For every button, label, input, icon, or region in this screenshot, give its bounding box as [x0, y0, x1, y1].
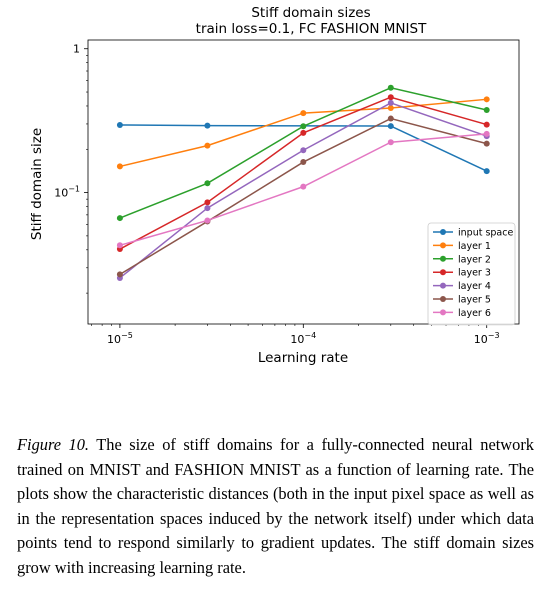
data-point-layer-2 [300, 123, 307, 130]
legend-swatch-marker [440, 296, 446, 302]
data-point-layer-4 [387, 99, 394, 106]
data-point-layer-6 [204, 217, 211, 224]
x-tick-label-exponent: −5 [121, 331, 133, 340]
data-point-layer-6 [387, 139, 394, 146]
legend-entry: input space [458, 228, 513, 239]
data-point-input-space [387, 123, 394, 130]
legend-entry: layer 1 [458, 241, 491, 252]
data-point-layer-4 [300, 147, 307, 154]
data-point-layer-2 [116, 215, 123, 222]
data-point-layer-2 [387, 84, 394, 91]
y-tick-label: 1 [73, 43, 80, 56]
legend-swatch-marker [440, 269, 446, 276]
data-point-layer-5 [387, 115, 394, 122]
legend-entry: layer 5 [458, 295, 491, 306]
data-point-layer-1 [387, 105, 394, 112]
series-line-input-space [119, 124, 488, 172]
legend-entry: layer 4 [458, 281, 491, 292]
x-tick-label-base: 10 [474, 333, 488, 346]
data-point-layer-4 [204, 205, 211, 212]
data-point-layer-3 [300, 129, 307, 136]
data-point-layer-5 [300, 159, 307, 166]
x-tick-label: 10−5 [107, 331, 133, 346]
stiff-domain-chart: Stiff domain sizes train loss=0.1, FC FA… [29, 5, 520, 366]
caption-label: Figure 10. [17, 435, 90, 454]
data-point-layer-2 [483, 107, 490, 114]
data-point-layer-5 [116, 271, 123, 278]
x-tick-label-exponent: −4 [304, 331, 316, 340]
y-tick-label: 10−1 [54, 185, 80, 200]
x-tick-label: 10−3 [474, 331, 500, 346]
chart-subtitle: train loss=0.1, FC FASHION MNIST [196, 21, 427, 37]
legend-swatch-marker [440, 282, 446, 289]
data-point-layer-6 [483, 130, 490, 137]
data-point-layer-1 [204, 142, 211, 149]
figure-caption: Figure 10. The size of stiff domains for… [17, 433, 534, 581]
legend-entry: layer 2 [458, 254, 491, 265]
x-tick-label-base: 10 [290, 333, 304, 346]
legend-swatch-marker [440, 242, 446, 249]
legend-entry: layer 6 [458, 308, 491, 319]
y-axis-label: Stiff domain size [29, 128, 45, 240]
x-tick-label: 10−4 [290, 331, 316, 346]
legend-swatch-marker [440, 255, 446, 262]
x-tick-label-exponent: −3 [488, 331, 500, 340]
legend-swatch-marker [440, 309, 446, 316]
x-tick-label-base: 10 [107, 333, 121, 346]
x-axis-label: Learning rate [258, 350, 348, 366]
data-point-layer-3 [204, 199, 211, 206]
legend-swatch-marker [440, 229, 446, 235]
data-point-layer-3 [483, 121, 490, 128]
data-point-layer-6 [300, 183, 307, 190]
data-point-layer-1 [116, 163, 123, 170]
data-point-layer-6 [116, 242, 123, 249]
y-tick-label-exponent: −1 [68, 185, 80, 194]
data-point-input-space [204, 122, 211, 129]
data-point-layer-1 [483, 96, 490, 103]
chart-title: Stiff domain sizes [251, 5, 370, 21]
data-point-layer-1 [300, 110, 307, 117]
data-point-input-space [483, 168, 490, 175]
y-tick-label-base: 10 [54, 187, 68, 200]
data-point-input-space [116, 121, 123, 128]
caption-text: The size of stiff domains for a fully-co… [17, 435, 534, 577]
plot-frame [87, 39, 520, 325]
data-point-layer-5 [483, 140, 490, 147]
legend-entry: layer 3 [458, 268, 491, 279]
data-point-layer-2 [204, 180, 211, 187]
data-point-layer-3 [387, 94, 394, 101]
